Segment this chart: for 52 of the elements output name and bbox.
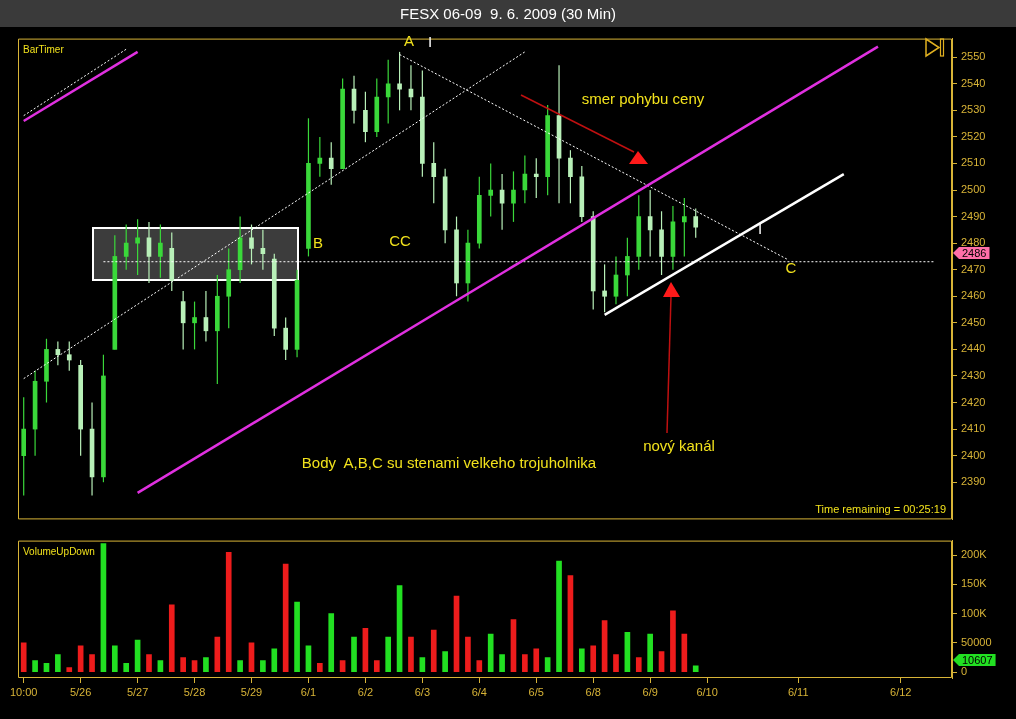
y-tick-label: 200K xyxy=(961,548,988,561)
x-tick-label: 10:00 xyxy=(9,685,38,698)
y-tick-label: 2420 xyxy=(961,395,986,408)
y-tick-label: 2520 xyxy=(961,129,986,142)
y-tick-label: 0 xyxy=(961,665,968,678)
annotation: nový kanál xyxy=(643,437,715,455)
y-tick-label: 50000 xyxy=(961,635,992,648)
x-tick-label: 5/29 xyxy=(240,685,263,698)
y-tick-label: 2550 xyxy=(961,50,986,63)
y-tick-label: 2530 xyxy=(961,103,986,116)
x-tick-label: 6/12 xyxy=(890,685,912,698)
annotation: I xyxy=(427,33,433,51)
x-tick-label: 6/4 xyxy=(471,685,487,698)
y-tick-label: 2430 xyxy=(961,368,986,381)
x-tick-label: 5/28 xyxy=(183,685,206,698)
y-tick-label: 2410 xyxy=(961,422,986,435)
annotation: smer pohybu ceny xyxy=(581,90,705,108)
y-tick-label: 2500 xyxy=(961,183,986,196)
annotation: Time remaining = 00:25:19 xyxy=(815,502,946,515)
x-tick-label: 6/2 xyxy=(357,685,374,698)
y-tick-label: 2450 xyxy=(961,315,986,328)
annotation: BarTimer xyxy=(23,44,65,56)
y-tick-label: 100K xyxy=(961,606,988,619)
y-tick-label: 2390 xyxy=(961,475,986,488)
y-tick-label: 2510 xyxy=(961,156,986,169)
x-tick-label: 5/27 xyxy=(126,685,149,698)
x-tick-label: 6/3 xyxy=(414,685,430,698)
annotation: CC xyxy=(389,232,411,250)
annotation: VolumeUpDown xyxy=(23,546,95,558)
y-tick-label: 2470 xyxy=(961,262,986,275)
chart-title: FESX 06-09 9. 6. 2009 (30 Min) xyxy=(0,0,1016,27)
x-tick-label: 5/26 xyxy=(69,685,92,698)
y-tick-label: 150K xyxy=(961,577,988,590)
y-tick-label: 2400 xyxy=(961,448,986,461)
x-tick-label: 6/1 xyxy=(300,685,317,698)
y-tick-label: 2540 xyxy=(961,76,986,89)
x-tick-label: 6/9 xyxy=(642,685,658,698)
y-tick-label: 2490 xyxy=(961,209,986,222)
x-tick-label: 6/8 xyxy=(585,685,601,698)
annotation: Body A,B,C su stenami velkeho trojuholnika xyxy=(301,454,597,472)
annotation: I xyxy=(757,220,763,238)
annotation: B xyxy=(312,234,324,252)
text: 2486 xyxy=(962,246,987,259)
y-tick-label: 2440 xyxy=(961,342,986,355)
x-tick-label: 6/5 xyxy=(528,685,544,698)
y-tick-label: 2460 xyxy=(961,289,986,302)
annotation: C xyxy=(785,259,797,277)
text: 10607 xyxy=(962,653,993,666)
y-tick-label: 2480 xyxy=(961,236,986,249)
x-tick-label: 6/10 xyxy=(696,685,718,698)
annotation: A xyxy=(403,32,415,50)
x-tick-label: 6/11 xyxy=(787,685,809,698)
